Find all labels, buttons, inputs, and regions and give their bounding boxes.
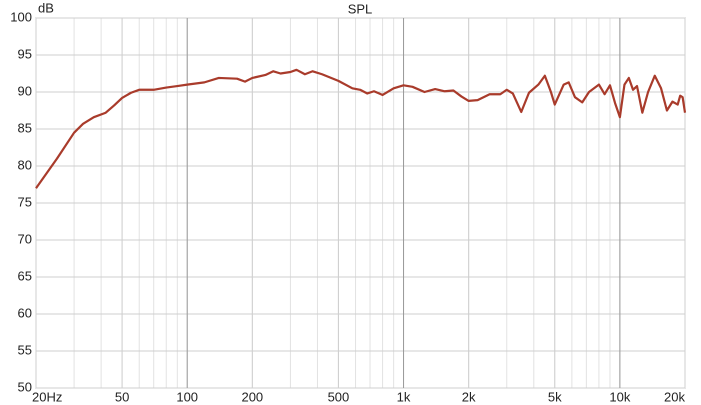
y-tick-label: 50 — [18, 379, 32, 394]
chart-title: SPL — [348, 1, 373, 16]
y-tick-label: 100 — [10, 9, 32, 24]
x-tick-label: 5k — [548, 389, 562, 404]
y-tick-label: 55 — [18, 342, 32, 357]
x-tick-label: 1k — [397, 389, 411, 404]
x-tick-label: 2k — [462, 389, 476, 404]
y-tick-label: 85 — [18, 120, 32, 135]
y-tick-label: 60 — [18, 305, 32, 320]
x-tick-label: 20Hz — [32, 389, 62, 404]
x-tick-label: 20k — [664, 389, 685, 404]
x-tick-label: 50 — [115, 389, 129, 404]
y-tick-label: 65 — [18, 268, 32, 283]
x-tick-label: 200 — [241, 389, 263, 404]
y-tick-label: 95 — [18, 46, 32, 61]
x-tick-label: 500 — [328, 389, 350, 404]
y-axis-label: dB — [38, 0, 54, 15]
y-tick-label: 75 — [18, 194, 32, 209]
line — [35, 68, 687, 189]
y-tick-label: 80 — [18, 157, 32, 172]
y-tick-label: 70 — [18, 231, 32, 246]
x-tick-label: 100 — [176, 389, 198, 404]
y-tick-label: 90 — [18, 83, 32, 98]
x-tick-label: 10k — [609, 389, 630, 404]
